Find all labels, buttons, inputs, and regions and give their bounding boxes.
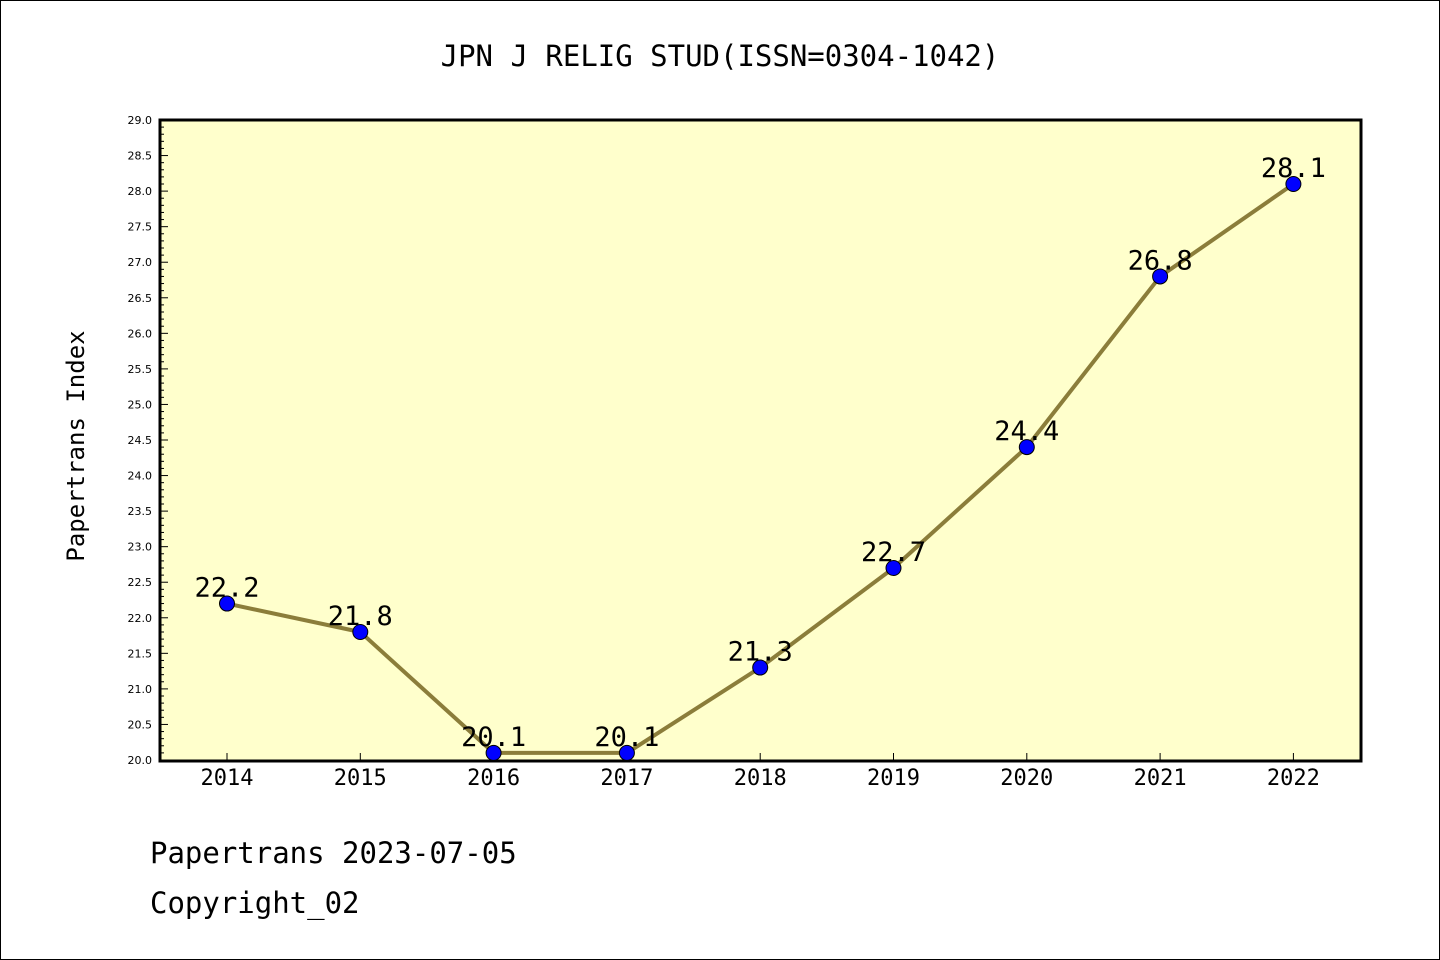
y-tick-label: 24.5 [128, 434, 153, 447]
data-point [1285, 176, 1302, 192]
y-tick-label: 23.0 [128, 541, 153, 554]
data-point [485, 744, 502, 761]
y-tick-label: 26.0 [128, 327, 153, 340]
x-tick-label: 2020 [1000, 766, 1053, 791]
y-tick-label: 20.5 [128, 718, 153, 731]
y-tick-label: 21.5 [128, 647, 153, 660]
y-tick-label: 21.0 [128, 683, 153, 696]
data-points-group [219, 176, 1302, 761]
data-point [752, 659, 769, 676]
y-tick-label: 20.0 [128, 754, 153, 767]
y-tick-label: 26.5 [128, 292, 153, 305]
data-label: 22.7 [861, 537, 926, 568]
data-point [1018, 439, 1035, 456]
data-point [219, 595, 235, 612]
y-axis-label: Papertrans Index [62, 330, 90, 561]
y-tick-label: 29.0 [128, 114, 153, 127]
y-tick-label: 25.5 [128, 363, 153, 376]
x-tick-label: 2021 [1134, 766, 1187, 791]
data-label: 26.8 [1128, 245, 1193, 276]
y-tick-label: 25.0 [128, 398, 153, 411]
y-tick-label: 28.0 [128, 185, 153, 198]
x-tick-label: 2019 [867, 766, 920, 791]
data-label: 21.8 [328, 601, 393, 632]
data-labels-group: 22.2 21.8 20.1 20.1 21.3 22.7 24.4 26.8 28.1 [194, 153, 1325, 753]
data-label: 20.1 [594, 722, 659, 753]
y-axis-ticks: 20.0 20.5 21.0 21.5 22.0 22.5 23.0 23.5 24.0 24.5… [128, 114, 168, 767]
data-point [352, 624, 369, 640]
x-tick-label: 2018 [734, 766, 787, 791]
y-tick-label: 22.5 [128, 576, 153, 589]
x-axis-ticks: 2014 2015 2016 2017 2018 2019 2020 2021 2022 [201, 753, 1320, 791]
data-point [618, 744, 635, 761]
y-tick-label: 23.5 [128, 505, 153, 518]
y-tick-label: 22.0 [128, 612, 153, 625]
x-tick-label: 2015 [334, 766, 387, 791]
data-point [885, 560, 902, 576]
data-label: 28.1 [1261, 153, 1326, 184]
plot-area [158, 118, 1363, 763]
x-tick-label: 2017 [600, 766, 653, 791]
chart-title: JPN J RELIG STUD(ISSN=0304-1042) [441, 39, 1000, 73]
x-tick-label: 2022 [1267, 766, 1320, 791]
data-label: 24.4 [994, 416, 1059, 447]
y-tick-label: 28.5 [128, 150, 153, 163]
y-tick-label: 24.0 [128, 470, 153, 483]
footer-date-line: Papertrans 2023-07-05 [150, 836, 517, 870]
data-label: 20.1 [461, 722, 526, 753]
x-tick-label: 2016 [467, 766, 520, 791]
y-tick-label: 27.0 [128, 256, 153, 269]
data-label: 21.3 [728, 637, 793, 668]
x-tick-label: 2014 [201, 766, 254, 791]
data-point [1152, 268, 1169, 285]
data-label: 22.2 [194, 573, 259, 604]
footer-copyright-line: Copyright_02 [150, 886, 360, 920]
y-tick-label: 27.5 [128, 221, 153, 234]
